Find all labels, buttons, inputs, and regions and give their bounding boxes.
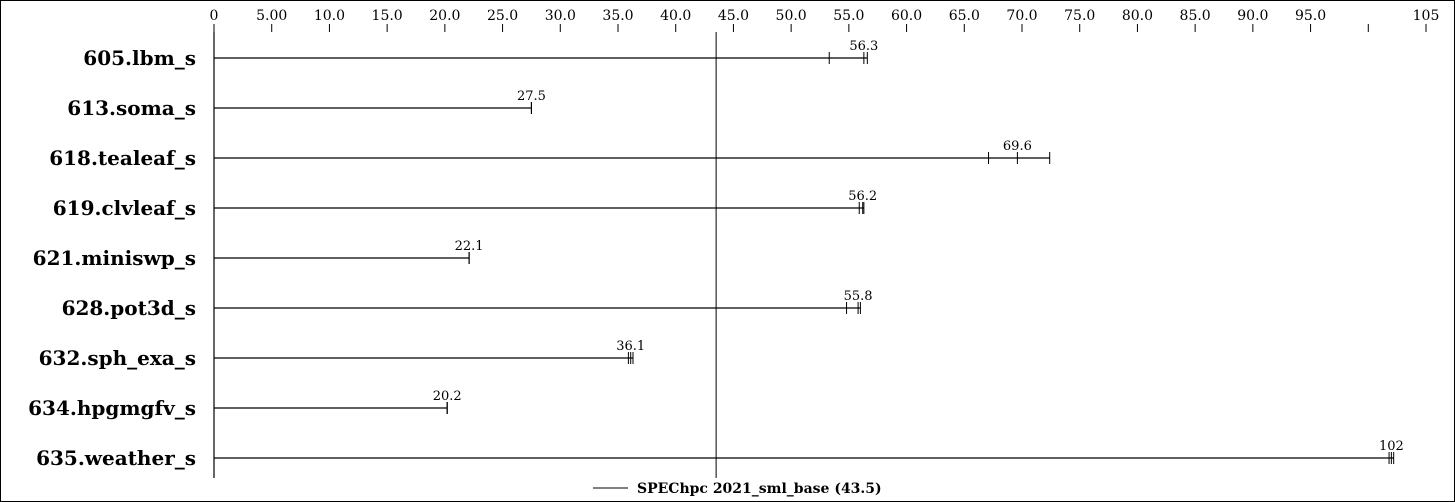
x-tick-label: 45.0	[718, 8, 749, 24]
x-tick-label: 0	[210, 8, 219, 24]
x-tick-label: 25.0	[487, 8, 518, 24]
x-tick-label: 70.0	[1006, 8, 1037, 24]
benchmark-labels: 605.lbm_s 613.soma_s 618.tealeaf_s 619.clvl…	[28, 46, 196, 470]
benchmark-label: 621.miniswp_s	[33, 246, 196, 270]
benchmark-label: 618.tealeaf_s	[49, 146, 196, 170]
x-tick-label: 95.0	[1295, 8, 1326, 24]
x-tick-label: 80.0	[1122, 8, 1153, 24]
benchmark-label: 628.pot3d_s	[62, 296, 196, 320]
x-tick-label: 10.0	[314, 8, 345, 24]
x-tick-label: 50.0	[776, 8, 807, 24]
x-axis: 0 5.00 10.0 15.0 20.0 25.0 30.0 35.0 40.0 45.0 50.…	[210, 8, 1440, 478]
x-tick-label: 20.0	[429, 8, 460, 24]
bars: 56.3 27.5 69.6 56.2 22.1 55.8 36.1 20.2 102	[214, 39, 1404, 464]
data-label: 20.2	[433, 389, 462, 404]
data-label: 56.2	[848, 189, 877, 204]
benchmark-label: 634.hpgmgfv_s	[28, 396, 196, 420]
x-tick-label: 35.0	[602, 8, 633, 24]
x-tick-label: 5.00	[256, 8, 287, 24]
benchmark-label: 613.soma_s	[67, 96, 196, 120]
x-tick-label: 90.0	[1237, 8, 1268, 24]
data-label: 69.6	[1003, 139, 1032, 154]
x-tick-label: 75.0	[1064, 8, 1095, 24]
x-tick-label: 105	[1413, 8, 1440, 24]
data-label: 22.1	[455, 239, 484, 254]
x-tick-label: 30.0	[545, 8, 576, 24]
x-tick-label: 60.0	[891, 8, 922, 24]
data-label: 27.5	[517, 89, 546, 104]
data-label: 102	[1379, 439, 1404, 454]
benchmark-label: 619.clvleaf_s	[53, 196, 196, 220]
legend-label: SPEChpc 2021_sml_base (43.5)	[637, 481, 882, 497]
data-label: 36.1	[616, 339, 645, 354]
legend: SPEChpc 2021_sml_base (43.5)	[593, 481, 882, 497]
benchmark-label: 635.weather_s	[36, 446, 196, 470]
x-tick-label: 40.0	[660, 8, 691, 24]
x-tick-label: 65.0	[949, 8, 980, 24]
benchmark-label: 605.lbm_s	[83, 46, 196, 70]
x-tick-label: 55.0	[833, 8, 864, 24]
data-label: 55.8	[844, 289, 873, 304]
benchmark-label: 632.sph_exa_s	[39, 346, 196, 370]
data-label: 56.3	[849, 39, 878, 54]
x-tick-label: 15.0	[372, 8, 403, 24]
x-tick-label: 85.0	[1180, 8, 1211, 24]
